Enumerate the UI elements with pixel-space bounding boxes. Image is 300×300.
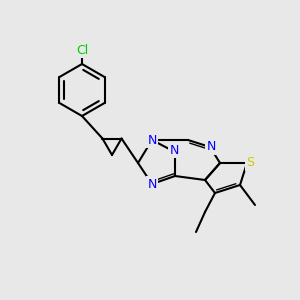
Text: N: N xyxy=(147,134,157,146)
Text: N: N xyxy=(206,140,216,154)
Text: N: N xyxy=(169,143,179,157)
Text: S: S xyxy=(246,157,254,169)
Text: Cl: Cl xyxy=(76,44,88,56)
Text: N: N xyxy=(147,178,157,190)
